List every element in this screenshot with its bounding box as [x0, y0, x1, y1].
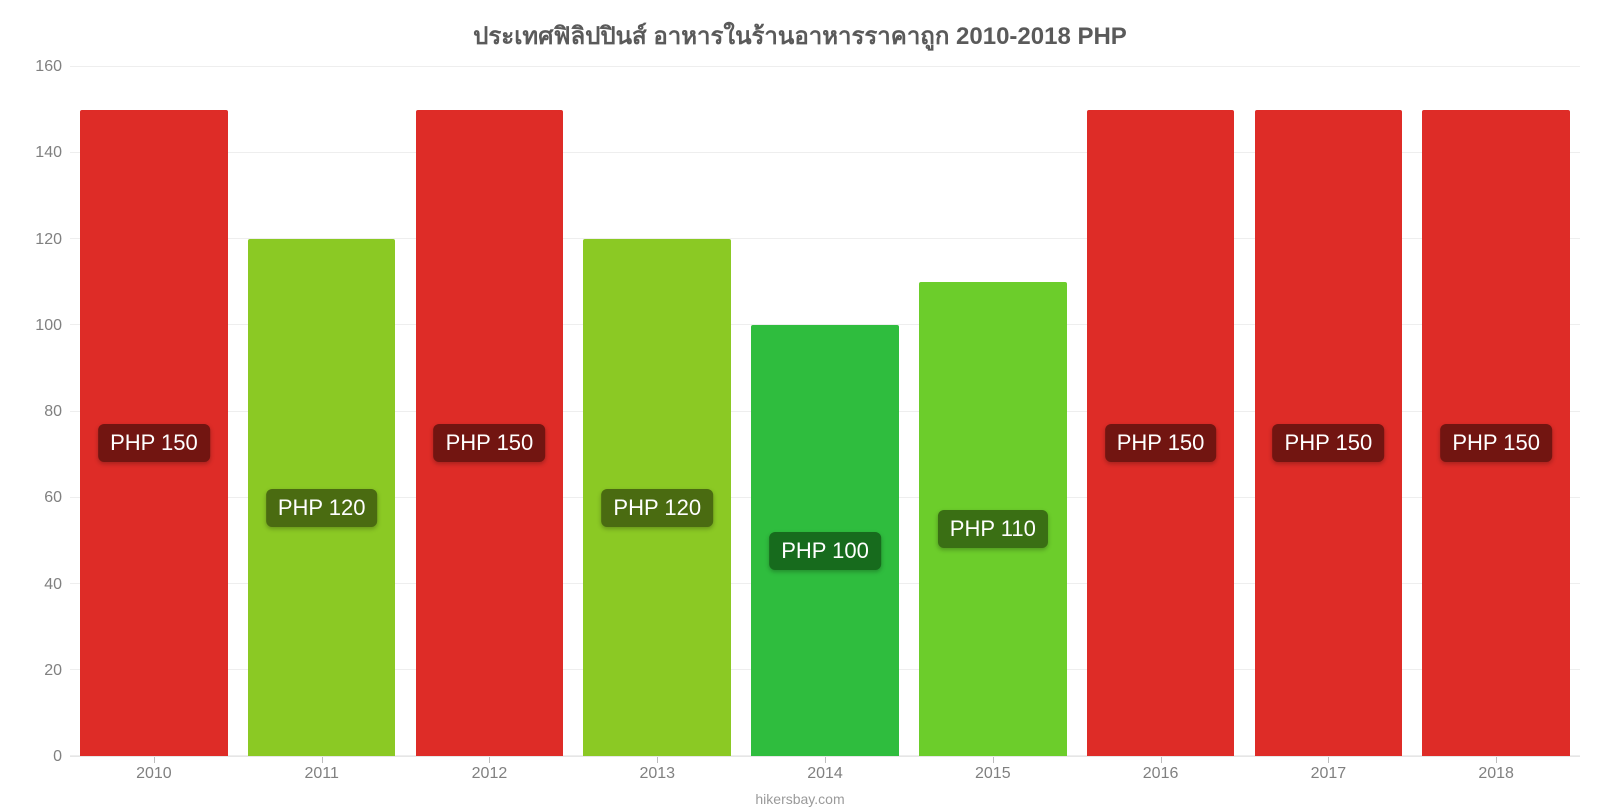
y-tick-label: 20 [44, 662, 62, 680]
x-tick-label: 2011 [238, 757, 406, 787]
chart-title: ประเทศฟิลิปปินส์ อาหารในร้านอาหารราคาถูก… [20, 16, 1580, 55]
bar-slot: PHP 100 [741, 67, 909, 756]
bar-slot: PHP 150 [1077, 67, 1245, 756]
bar-slot: PHP 110 [909, 67, 1077, 756]
value-badge: PHP 150 [434, 424, 546, 462]
value-badge: PHP 110 [938, 510, 1048, 548]
value-badge: PHP 150 [1105, 424, 1217, 462]
x-tick-label: 2014 [741, 757, 909, 787]
y-tick-label: 140 [35, 144, 62, 162]
bar-slot: PHP 120 [238, 67, 406, 756]
x-tick-label: 2018 [1412, 757, 1580, 787]
y-axis: 020406080100120140160 [20, 67, 70, 757]
y-tick-label: 40 [44, 576, 62, 594]
value-badge: PHP 150 [98, 424, 210, 462]
y-tick-label: 80 [44, 403, 62, 421]
bars-container: PHP 150 PHP 120 PHP 150 PHP 120 PHP 100 PHP 1… [70, 67, 1580, 756]
x-tick-label: 2012 [406, 757, 574, 787]
bar-slot: PHP 150 [406, 67, 574, 756]
value-badge: PHP 100 [769, 532, 881, 570]
y-tick-label: 100 [35, 317, 62, 335]
value-badge: PHP 120 [601, 489, 713, 527]
value-badge: PHP 150 [1440, 424, 1552, 462]
plot-row: 020406080100120140160 PHP 150PHP 120PHP … [20, 67, 1580, 757]
x-tick-label: 2017 [1244, 757, 1412, 787]
y-tick-label: 160 [35, 58, 62, 76]
x-tick-label: 2013 [573, 757, 741, 787]
value-badge: PHP 150 [1273, 424, 1385, 462]
chart-container: ประเทศฟิลิปปินส์ อาหารในร้านอาหารราคาถูก… [0, 0, 1600, 800]
plot-area: PHP 150 PHP 120 PHP 150 PHP 120 PHP 100 PHP 1… [70, 67, 1580, 757]
x-axis: 201020112012201320142015201620172018 [70, 757, 1580, 787]
y-tick-label: 0 [53, 748, 62, 766]
bar-slot: PHP 150 [70, 67, 238, 756]
x-tick-label: 2010 [70, 757, 238, 787]
y-tick-label: 120 [35, 231, 62, 249]
bar-slot: PHP 120 [573, 67, 741, 756]
bar-slot: PHP 150 [1412, 67, 1580, 756]
bar-slot: PHP 150 [1244, 67, 1412, 756]
x-tick-label: 2015 [909, 757, 1077, 787]
attribution: hikersbay.com [20, 791, 1580, 807]
value-badge: PHP 120 [266, 489, 378, 527]
y-tick-label: 60 [44, 489, 62, 507]
x-tick-label: 2016 [1077, 757, 1245, 787]
